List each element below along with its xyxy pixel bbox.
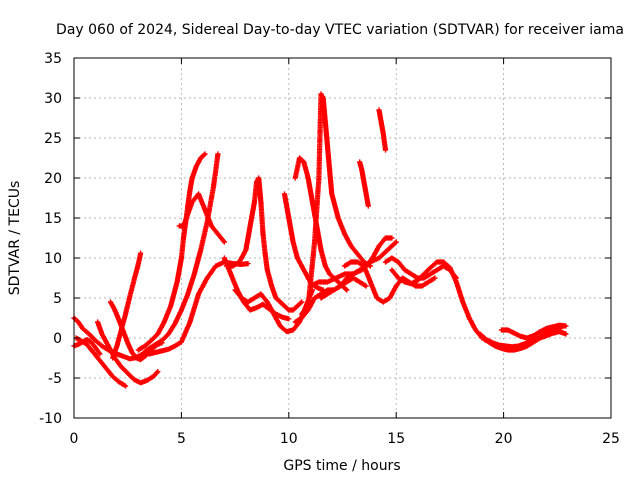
grid-layer bbox=[74, 58, 611, 418]
data-point-markers bbox=[95, 319, 161, 386]
series-arc-19 bbox=[292, 275, 369, 325]
chart-title: Day 060 of 2024, Sidereal Day-to-day VTE… bbox=[56, 22, 624, 38]
series-arc-8 bbox=[140, 151, 221, 357]
y-tick-label: -5 bbox=[48, 371, 62, 387]
series-arc-16 bbox=[299, 91, 373, 317]
x-tick-label: 25 bbox=[602, 431, 620, 447]
series-arc-26 bbox=[498, 322, 569, 341]
data-point-markers bbox=[357, 159, 371, 209]
y-tick-label: 35 bbox=[44, 51, 62, 67]
data-point-markers bbox=[376, 107, 389, 153]
data-point-markers bbox=[299, 91, 373, 317]
series-arc-25 bbox=[477, 323, 567, 350]
data-point-markers bbox=[140, 151, 221, 357]
data-point-markers bbox=[477, 323, 567, 350]
data-layer bbox=[71, 91, 569, 389]
plot-frame bbox=[73, 57, 612, 419]
series-arc-21 bbox=[376, 107, 389, 153]
y-tick-label: 20 bbox=[44, 171, 62, 187]
y-tick-label: -10 bbox=[39, 411, 62, 427]
data-point-markers bbox=[498, 322, 569, 341]
y-axis-label: SDTVAR / TECUs bbox=[7, 181, 23, 296]
axis-layer: -10 -5 0 5 10 15 20 25 30 35 0 5 10 15 20 25 bbox=[39, 51, 620, 447]
x-tick-label: 10 bbox=[280, 431, 298, 447]
x-tick-label: 0 bbox=[70, 431, 79, 447]
y-tick-label: 10 bbox=[44, 251, 62, 267]
series-arc-20 bbox=[357, 159, 371, 209]
x-tick-label: 5 bbox=[177, 431, 186, 447]
data-point-markers bbox=[292, 275, 369, 325]
x-tick-label: 20 bbox=[495, 431, 513, 447]
y-tick-label: 25 bbox=[44, 131, 62, 147]
y-tick-label: 0 bbox=[53, 331, 62, 347]
data-point-markers bbox=[176, 191, 227, 245]
data-point-markers bbox=[223, 175, 305, 313]
x-axis-label: GPS time / hours bbox=[283, 458, 400, 474]
series-arc-6 bbox=[110, 250, 144, 361]
series-arc-12 bbox=[223, 175, 305, 313]
y-tick-label: 5 bbox=[53, 291, 62, 307]
y-tick-label: 30 bbox=[44, 91, 62, 107]
y-tick-label: 15 bbox=[44, 211, 62, 227]
x-tick-label: 15 bbox=[387, 431, 405, 447]
series-arc-4 bbox=[95, 319, 161, 386]
data-point-markers bbox=[110, 250, 144, 361]
series-arc-10 bbox=[176, 191, 227, 245]
